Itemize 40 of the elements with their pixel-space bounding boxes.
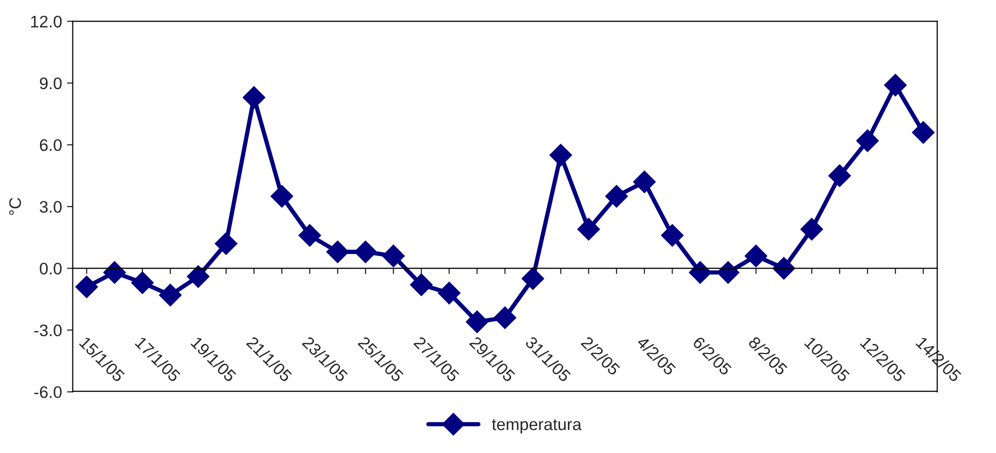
y-tick-label: 12.0 — [31, 16, 62, 28]
point — [522, 267, 544, 290]
point — [438, 282, 461, 304]
point — [884, 74, 907, 96]
point — [912, 121, 935, 144]
point — [688, 261, 712, 284]
point — [466, 310, 488, 334]
point — [298, 224, 322, 247]
legend-label: temperatura — [492, 419, 582, 434]
point — [354, 240, 377, 264]
point — [242, 86, 266, 109]
y-tick-label: -6.0 — [34, 386, 62, 398]
y-tick-label: 0.0 — [40, 262, 62, 275]
point — [103, 261, 126, 284]
y-tick-label: -3.0 — [34, 324, 62, 336]
point — [494, 306, 516, 330]
point — [633, 170, 656, 194]
point — [186, 265, 210, 288]
point — [828, 164, 851, 188]
point — [605, 184, 628, 208]
point — [660, 224, 684, 247]
point — [800, 218, 824, 241]
y-tick-label: 6.0 — [40, 139, 62, 152]
point — [158, 284, 182, 306]
point — [856, 129, 879, 152]
point — [577, 218, 600, 241]
y-axis-title: °C — [9, 198, 22, 215]
point — [549, 144, 572, 166]
point — [410, 273, 433, 296]
point — [716, 261, 740, 284]
point — [214, 232, 238, 255]
y-tick-label: 3.0 — [40, 200, 62, 213]
point — [772, 257, 796, 280]
point — [131, 271, 154, 294]
point — [326, 240, 349, 264]
point — [382, 244, 405, 268]
point — [270, 184, 294, 208]
y-tick-label: 9.0 — [40, 77, 62, 90]
point — [75, 276, 98, 298]
point — [744, 244, 768, 268]
